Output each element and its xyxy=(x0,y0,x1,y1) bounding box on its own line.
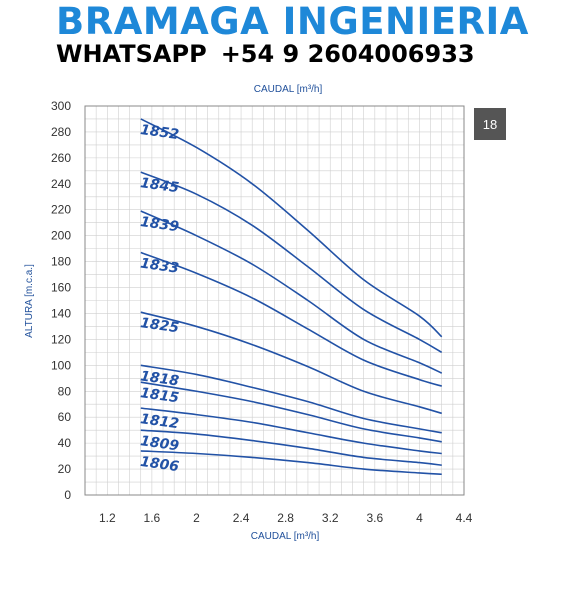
whatsapp-number: +54 9 2604006933 xyxy=(220,40,475,68)
brand-title: BRAMAGA INGENIERIA xyxy=(56,0,529,43)
x-tick-label: 2.4 xyxy=(233,511,250,525)
y-tick-label: 220 xyxy=(51,203,71,217)
curve-label-1825: 1825 xyxy=(139,315,180,336)
y-tick-label: 200 xyxy=(51,229,71,243)
curve-1845 xyxy=(140,171,443,354)
x-axis-title-top: CAUDAL [m³/h] xyxy=(254,84,323,95)
y-tick-label: 160 xyxy=(51,281,71,295)
y-tick-label: 180 xyxy=(51,255,71,269)
curve-1815 xyxy=(140,381,442,443)
y-tick-label: 60 xyxy=(58,410,72,424)
curve-label-1833: 1833 xyxy=(139,256,180,277)
curve-1852 xyxy=(140,118,443,338)
curve-label-1815: 1815 xyxy=(139,385,180,406)
x-tick-label: 3.6 xyxy=(366,511,383,525)
x-tick-label: 1.2 xyxy=(99,511,116,525)
y-tick-label: 300 xyxy=(51,99,71,113)
curve-label-1845: 1845 xyxy=(139,175,180,196)
x-tick-label: 3.2 xyxy=(322,511,339,525)
curve-1833 xyxy=(140,251,442,387)
curve-1812 xyxy=(140,407,442,455)
curve-1839 xyxy=(140,210,443,374)
y-tick-label: 280 xyxy=(51,125,71,139)
curve-1809 xyxy=(140,429,442,466)
whatsapp-label: WHATSAPP xyxy=(56,40,207,68)
y-tick-label: 100 xyxy=(51,358,71,372)
curve-1806 xyxy=(140,450,442,476)
y-tick-label: 0 xyxy=(64,488,71,502)
curve-label-1809: 1809 xyxy=(139,433,180,454)
curve-1825 xyxy=(140,311,442,415)
curve-label-1812: 1812 xyxy=(139,411,180,432)
x-tick-label: 2 xyxy=(193,511,200,525)
page-badge: 18 xyxy=(474,108,506,140)
y-axis-title: ALTURA [m.c.a.] xyxy=(24,264,35,338)
y-tick-label: 120 xyxy=(51,332,71,346)
y-tick-label: 40 xyxy=(58,436,72,450)
y-tick-label: 140 xyxy=(51,306,71,320)
x-tick-label: 4.4 xyxy=(456,511,473,525)
y-tick-label: 240 xyxy=(51,177,71,191)
plot-frame xyxy=(84,105,465,496)
curve-label-1839: 1839 xyxy=(139,214,180,235)
curve-label-1852: 1852 xyxy=(139,122,180,143)
x-tick-label: 1.6 xyxy=(144,511,161,525)
y-tick-label: 80 xyxy=(58,384,72,398)
curve-label-1806: 1806 xyxy=(139,454,180,475)
x-tick-label: 2.8 xyxy=(277,511,294,525)
y-tick-label: 260 xyxy=(51,151,71,165)
x-axis-title-bottom: CAUDAL [m³/h] xyxy=(251,531,320,542)
y-tick-label: 20 xyxy=(58,462,72,476)
whatsapp-line: WHATSAPP +54 9 2604006933 xyxy=(56,40,475,68)
curve-1818 xyxy=(140,364,442,434)
x-tick-label: 4 xyxy=(416,511,423,525)
